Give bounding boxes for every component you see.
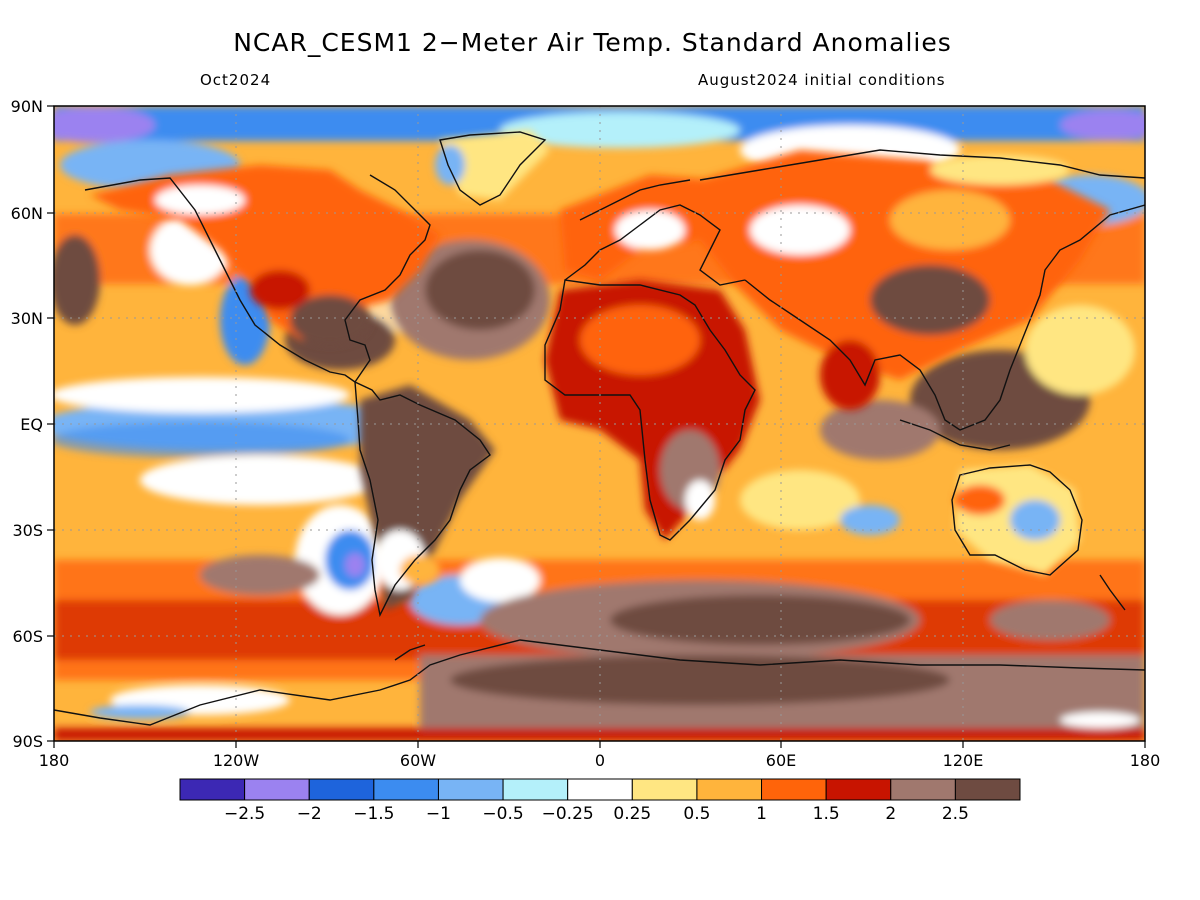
lon-label-120e: 120E <box>943 751 984 770</box>
lon-label-180w: 180 <box>39 751 70 770</box>
colorbar-label: −2 <box>297 804 322 824</box>
lat-lon-grid <box>54 106 1145 741</box>
colorbar-label: 2 <box>885 804 896 824</box>
lat-label-90s: 90S <box>12 732 43 751</box>
colorbar-swatch <box>761 778 827 801</box>
valid-month-label: Oct2024 <box>200 71 272 89</box>
coast-asia-south-east <box>744 204 1145 431</box>
colorbar-swatch <box>954 778 1021 801</box>
lon-label-0: 0 <box>595 751 605 770</box>
coast-antarctica <box>54 639 1145 726</box>
colorbar-swatch <box>631 778 698 801</box>
colorbar-swatch <box>308 778 375 801</box>
coast-africa <box>544 279 756 541</box>
colorbar-label: −0.5 <box>482 804 523 824</box>
colorbar-swatch <box>244 778 310 801</box>
lon-ticks <box>53 741 1146 748</box>
coastlines <box>54 131 1145 726</box>
coast-asia-north <box>699 149 1145 181</box>
colorbar-label: −1 <box>426 804 451 824</box>
lon-label-120w: 120W <box>213 751 260 770</box>
lon-label-180e: 180 <box>1130 751 1161 770</box>
colorbar-label: 0.5 <box>683 804 710 824</box>
colorbar-label: 1 <box>756 804 767 824</box>
land-anomalies <box>90 130 1110 610</box>
colorbar-label: 2.5 <box>942 804 969 824</box>
colorbar-label: −2.5 <box>224 804 265 824</box>
map-title: NCAR_CESM1 2−Meter Air Temp. Standard An… <box>233 28 952 57</box>
colorbar-swatch <box>437 778 504 801</box>
coast-north-america-west <box>84 177 356 383</box>
colorbar-label: −1.5 <box>353 804 394 824</box>
coast-north-america-east <box>344 174 431 383</box>
lat-label-eq: EQ <box>20 415 43 434</box>
colorbar-swatch <box>567 778 633 801</box>
coast-indonesia <box>899 419 1011 451</box>
lat-label-30s: 30S <box>12 521 43 540</box>
colorbar-swatch <box>696 778 763 801</box>
colorbar-swatch <box>179 778 246 801</box>
coast-australia <box>951 464 1083 576</box>
coast-antarctic-peninsula <box>394 644 426 661</box>
lat-label-30n: 30N <box>11 309 43 328</box>
colorbar: −2.5 −2 −1.5 −1 −0.5 −0.25 0.25 0.5 1 1.5 2 2.5 <box>179 778 1021 824</box>
coast-south-america <box>354 380 491 618</box>
lat-label-60n: 60N <box>11 204 43 223</box>
colorbar-swatch <box>373 778 439 801</box>
lon-label-60e: 60E <box>766 751 796 770</box>
colorbar-label: −0.25 <box>542 804 594 824</box>
colorbar-swatch <box>825 778 892 801</box>
lat-label-60s: 60S <box>12 627 43 646</box>
colorbar-label: 0.25 <box>613 804 651 824</box>
colorbar-swatch <box>502 778 569 801</box>
colorbar-label: 1.5 <box>813 804 840 824</box>
lon-label-60w: 60W <box>400 751 436 770</box>
lat-label-90n: 90N <box>11 97 43 116</box>
init-conditions-label: August2024 initial conditions <box>698 71 946 89</box>
coast-new-zealand <box>1099 574 1126 611</box>
coast-scandinavia <box>579 179 691 221</box>
lat-ticks <box>47 105 54 742</box>
colorbar-swatch <box>890 778 956 801</box>
coast-greenland <box>439 131 547 206</box>
